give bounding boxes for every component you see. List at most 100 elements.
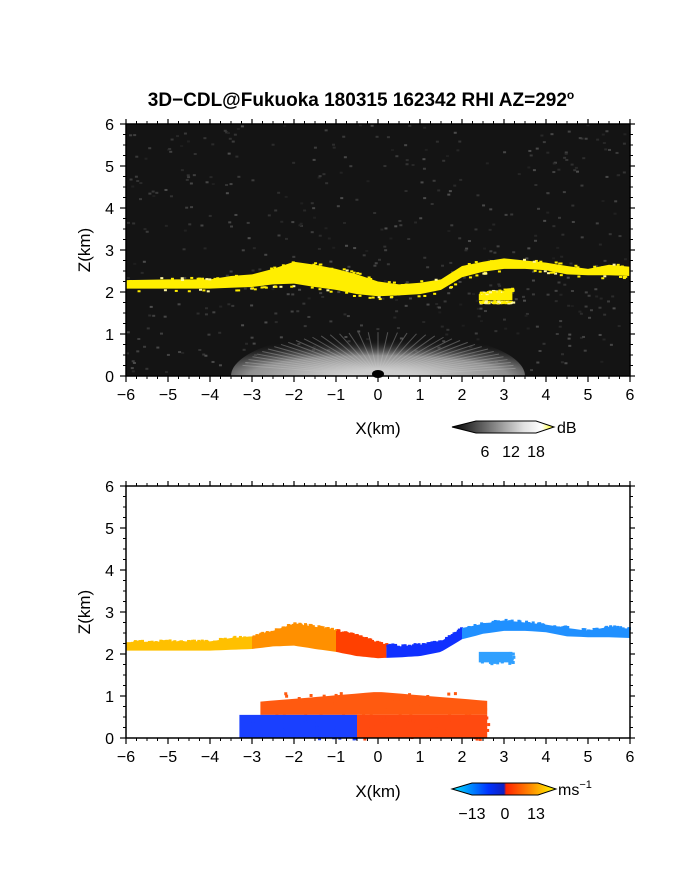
noise-speck (250, 304, 254, 307)
velocity-speckle (411, 644, 415, 648)
noise-speck (321, 295, 325, 298)
noise-speck (209, 176, 213, 179)
noise-speck (313, 146, 317, 149)
noise-speck (414, 221, 418, 224)
noise-speck (525, 257, 529, 260)
noise-speck (279, 336, 283, 339)
clutter-ray (320, 335, 379, 377)
velocity-speckle (313, 733, 317, 737)
noise-speck (227, 152, 231, 155)
noise-speck (190, 206, 194, 209)
noise-speck (580, 137, 584, 140)
velocity-speckle (318, 732, 322, 736)
noise-speck (543, 219, 547, 222)
noise-speck (283, 125, 287, 128)
noise-speck (319, 292, 323, 295)
noise-speck (261, 284, 265, 287)
velocity-speckle (592, 627, 596, 631)
velocity-speckle (406, 645, 410, 649)
noise-speck (570, 289, 574, 292)
velocity-speckle (557, 626, 561, 630)
echo-speckle (234, 274, 238, 277)
noise-speck (560, 255, 564, 258)
velocity-speckle (133, 641, 137, 645)
noise-speck (430, 203, 434, 206)
noise-speck (131, 370, 135, 373)
velocity-speckle (309, 694, 313, 698)
velocity-speckle (388, 643, 392, 647)
noise-speck (601, 200, 605, 203)
velocity-speckle (223, 637, 227, 641)
noise-speck (612, 307, 616, 310)
echo-speckle (484, 300, 488, 303)
noise-speck (374, 262, 378, 265)
echo-speckle (501, 302, 505, 305)
noise-speck (208, 214, 212, 217)
noise-speck (526, 327, 530, 330)
noise-speck (542, 342, 546, 345)
echo-speckle (496, 301, 500, 304)
noise-speck (407, 238, 411, 241)
x-tick-label: −6 (117, 387, 135, 404)
echo-speckle (503, 290, 507, 293)
noise-speck (595, 222, 599, 225)
velocity-speckle (218, 637, 222, 641)
velocity-speckle (612, 626, 616, 630)
x-tick-label: −2 (285, 749, 303, 766)
noise-speck (312, 207, 316, 210)
clutter-ray (377, 340, 461, 377)
echo-speckle (547, 272, 551, 275)
noise-speck (546, 151, 550, 154)
noise-speck (492, 223, 496, 226)
echo-speckle (401, 284, 405, 287)
noise-speck (198, 349, 202, 352)
velocity-speckle (496, 661, 500, 665)
velocity-speckle (374, 725, 378, 729)
noise-speck (204, 354, 208, 357)
velocity-speckle (248, 636, 252, 640)
noise-speck (378, 258, 382, 261)
noise-speck (318, 175, 322, 178)
velocity-speckle (483, 622, 487, 626)
noise-speck (594, 288, 598, 291)
noise-speck (525, 312, 529, 315)
velocity-speckle (195, 641, 199, 645)
echo-speckle (503, 288, 507, 291)
noise-speck (250, 336, 254, 339)
x-tick-label: 5 (584, 749, 593, 766)
velocity-speckle (447, 720, 451, 724)
velocity-speckle (441, 732, 445, 736)
noise-speck (204, 307, 208, 310)
noise-speck (336, 205, 340, 208)
noise-speck (307, 315, 311, 318)
noise-speck (447, 193, 451, 196)
noise-speck (343, 221, 347, 224)
velocity-speckle (374, 710, 378, 714)
velocity-speckle (487, 658, 491, 662)
echo-speckle (181, 279, 185, 282)
noise-speck (303, 209, 307, 212)
noise-speck (152, 314, 156, 317)
clutter-ray (252, 356, 379, 377)
noise-speck (476, 338, 480, 341)
velocity-speckle (324, 627, 328, 631)
velocity-speckle (345, 715, 349, 719)
y-tick-label: 0 (105, 731, 114, 748)
velocity-speckle (261, 631, 265, 635)
echo-speckle (281, 264, 285, 267)
noise-speck (228, 221, 232, 224)
echo-speckle (487, 301, 491, 304)
velocity-speckle (450, 718, 454, 722)
velocity-speckle (454, 734, 458, 738)
noise-speck (459, 178, 463, 181)
velocity-speckle (376, 640, 380, 644)
noise-speck (482, 204, 486, 207)
noise-speck (133, 262, 137, 265)
velocity-speckle (399, 714, 403, 718)
echo-speckle (371, 296, 375, 299)
velocity-speckle (204, 640, 208, 644)
clutter-ray (377, 356, 504, 377)
velocity-speckle (479, 655, 483, 659)
velocity-speckle (268, 723, 272, 727)
noise-speck (312, 158, 316, 161)
